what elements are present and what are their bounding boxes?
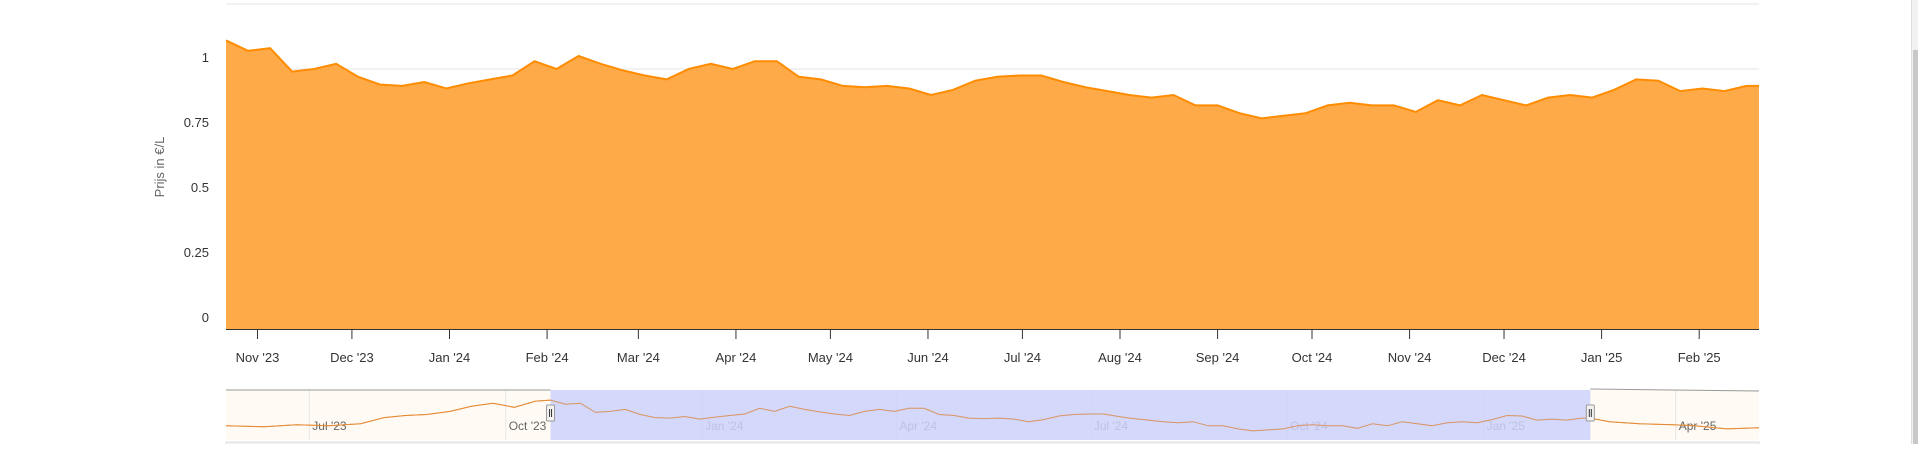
navigator-tick-label: Oct '23 bbox=[509, 419, 547, 433]
series-layer bbox=[225, 39, 1759, 330]
x-tick-label: Oct '24 bbox=[1292, 350, 1333, 365]
x-tick-label: Sep '24 bbox=[1196, 350, 1240, 365]
y-tick-label: 0.75 bbox=[184, 115, 209, 130]
series-area-fill bbox=[226, 40, 1759, 330]
x-tick-label: Dec '23 bbox=[330, 350, 374, 365]
y-axis: 0 0.25 0.5 0.75 1 bbox=[184, 50, 209, 325]
x-tick-label: Feb '25 bbox=[1678, 350, 1721, 365]
y-tick-label: 1 bbox=[202, 50, 209, 65]
navigator-series-line-selected bbox=[225, 399, 1760, 432]
x-tick-label: Jan '24 bbox=[429, 350, 471, 365]
x-tick-label: May '24 bbox=[808, 350, 853, 365]
x-tick-label: Apr '24 bbox=[716, 350, 757, 365]
y-tick-label: 0.25 bbox=[184, 245, 209, 260]
x-axis: Nov '23 Dec '23 Jan '24 Feb '24 Mar '24 Apr '… bbox=[226, 329, 1759, 365]
y-tick-label: 0 bbox=[202, 310, 209, 325]
x-tick-label: Jun '24 bbox=[907, 350, 949, 365]
x-tick-label: Jan '25 bbox=[1581, 350, 1623, 365]
x-tick-label: Aug '24 bbox=[1098, 350, 1142, 365]
x-tick-label: Mar '24 bbox=[617, 350, 660, 365]
page-scrollbar-thumb[interactable] bbox=[1913, 50, 1918, 444]
x-tick-label: Nov '24 bbox=[1388, 350, 1432, 365]
navigator-outline bbox=[226, 388, 1760, 392]
series-line bbox=[225, 39, 1759, 120]
handle-grip bbox=[546, 404, 556, 422]
x-tick-label: Nov '23 bbox=[236, 350, 280, 365]
handle-grip bbox=[1585, 404, 1595, 422]
navigator-handle-left[interactable] bbox=[546, 404, 556, 422]
y-axis-title: Prijs in €/L bbox=[152, 137, 167, 198]
x-tick-label: Jul '24 bbox=[1004, 350, 1041, 365]
x-tick-label: Dec '24 bbox=[1482, 350, 1526, 365]
x-tick-label: Feb '24 bbox=[526, 350, 569, 365]
page-scrollbar[interactable] bbox=[1911, 0, 1918, 444]
y-tick-label: 0.5 bbox=[191, 180, 209, 195]
navigator-handle-right[interactable] bbox=[1585, 404, 1595, 422]
